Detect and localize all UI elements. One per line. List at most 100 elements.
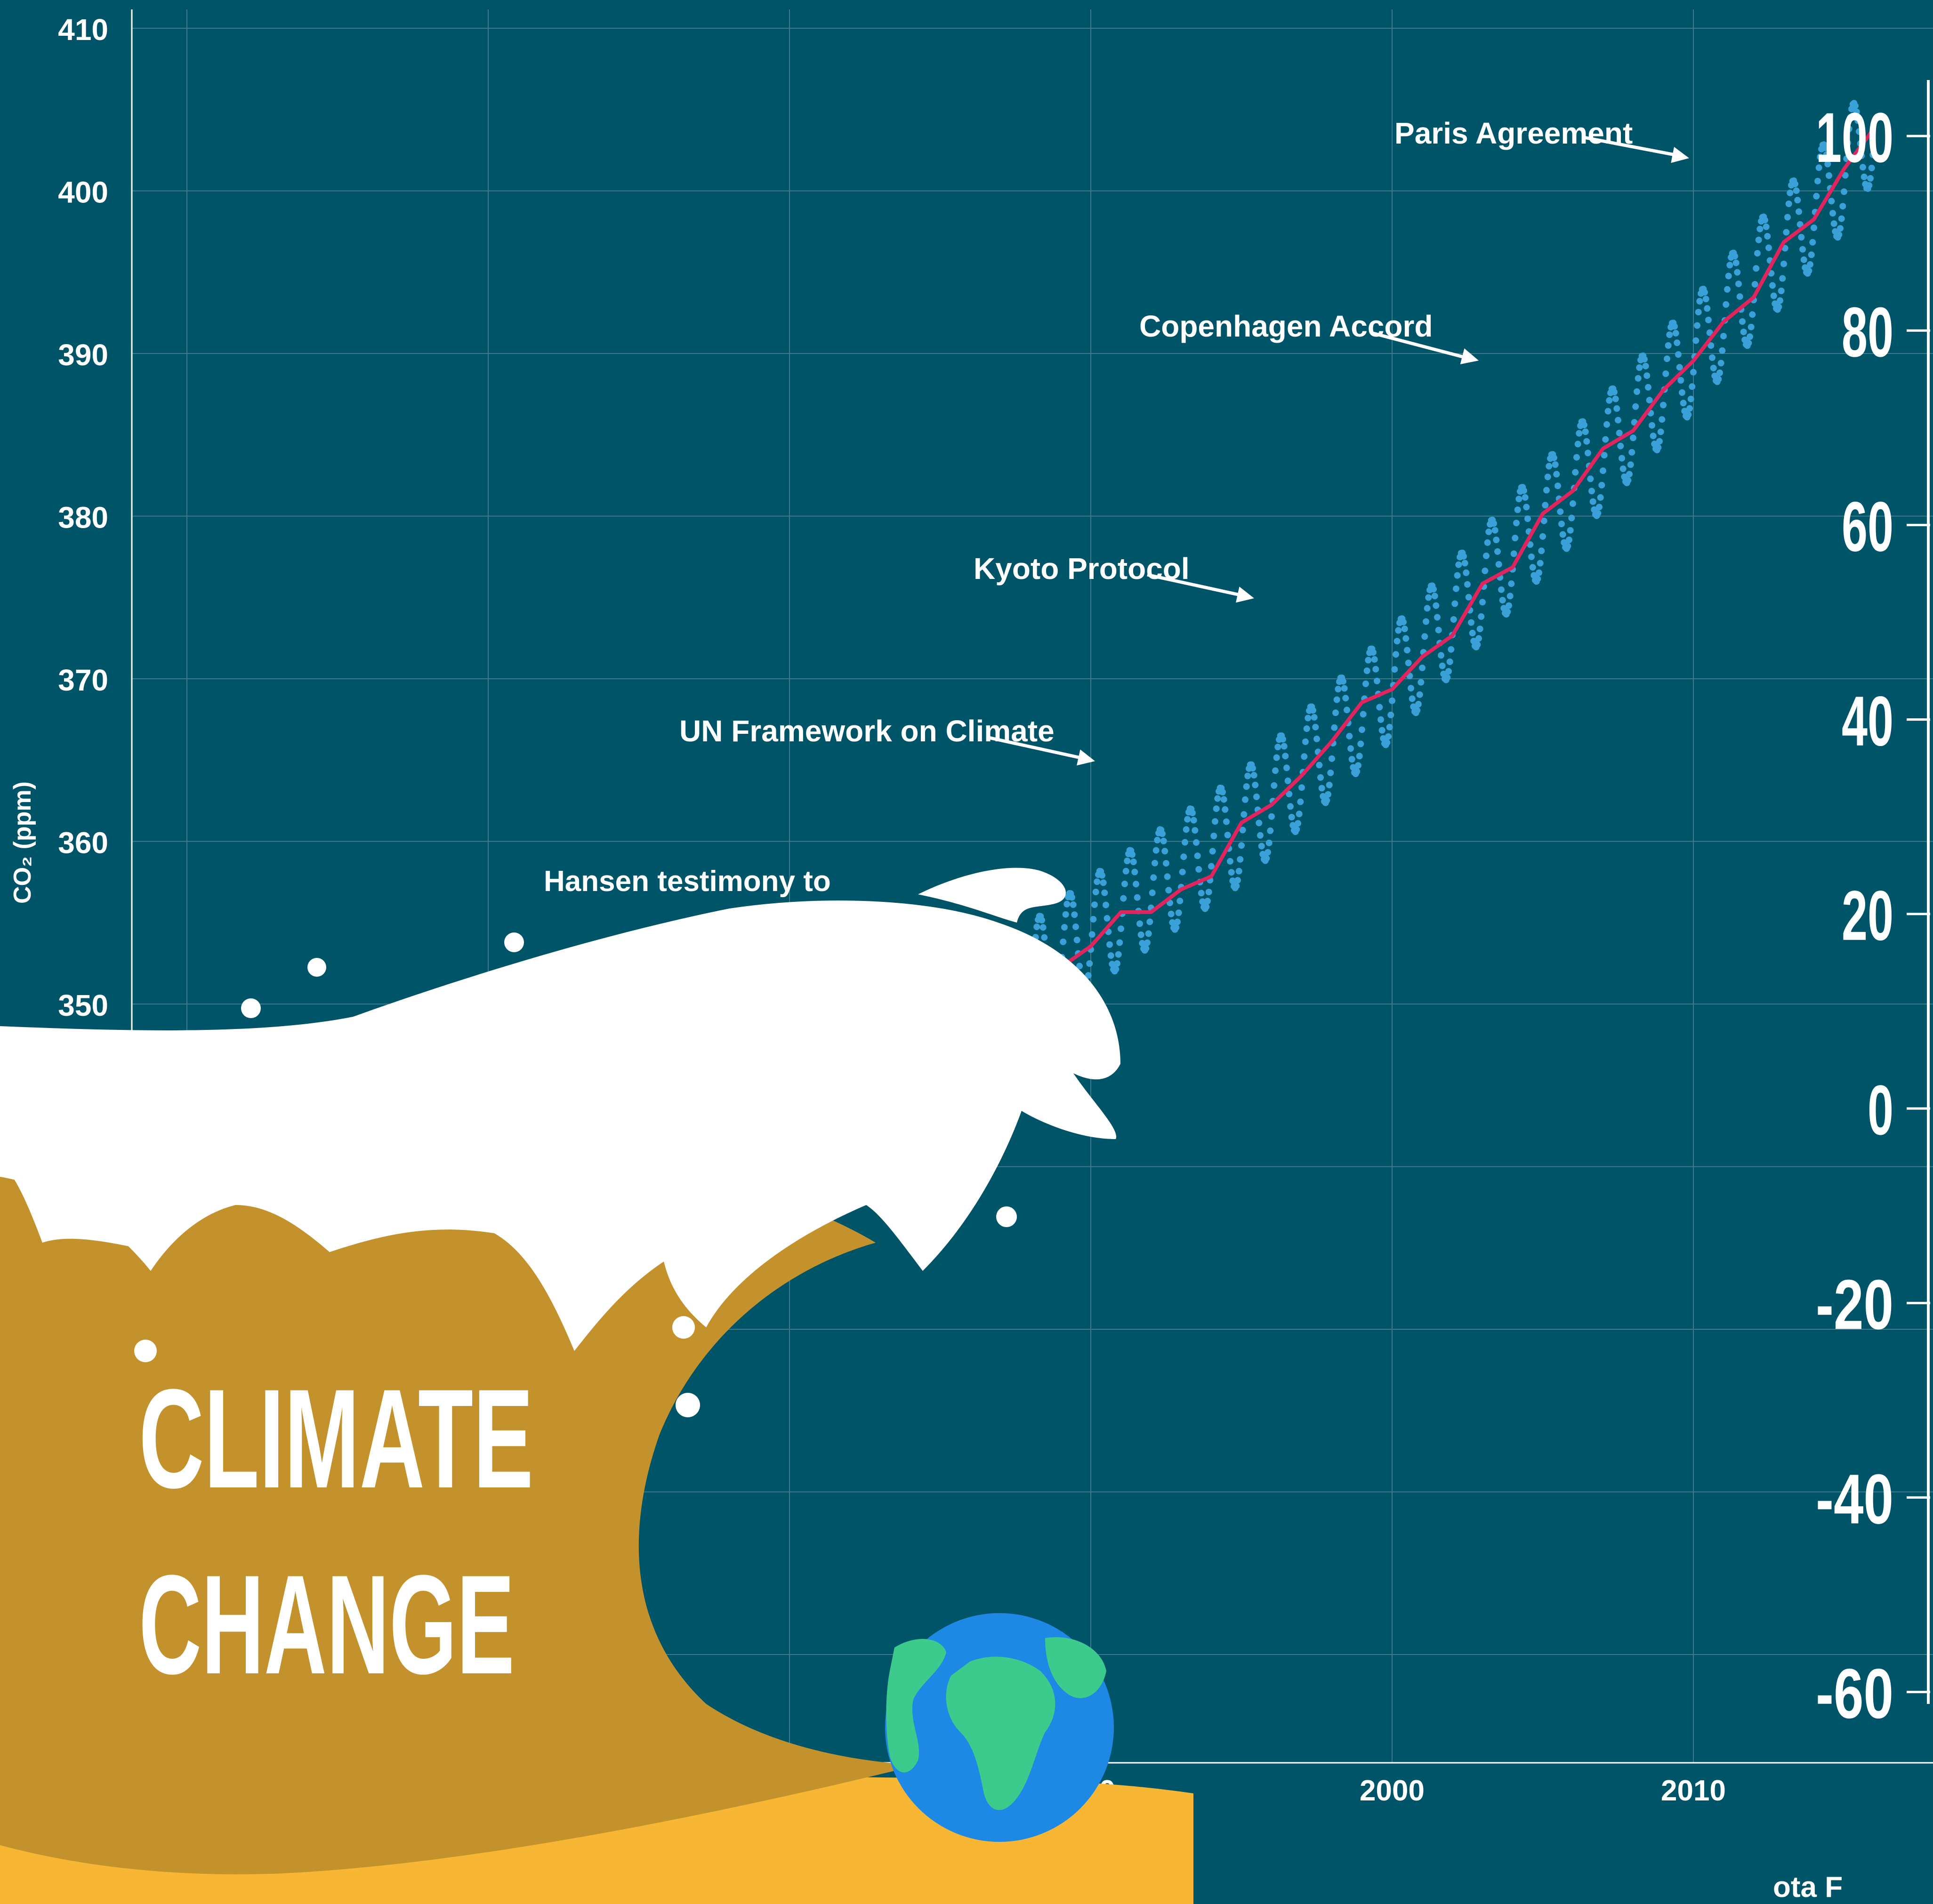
monthly-point [1701, 289, 1708, 296]
monthly-point [1522, 494, 1529, 501]
monthly-point [1656, 438, 1663, 445]
monthly-point [1536, 569, 1542, 576]
monthly-point [1732, 259, 1740, 266]
monthly-point [1655, 444, 1662, 451]
trend-co2-line [1059, 127, 1876, 969]
monthly-point [1815, 164, 1822, 171]
monthly-point [1783, 229, 1790, 236]
monthly-point [1033, 924, 1040, 931]
monthly-point [1288, 814, 1295, 820]
monthly-point [1837, 225, 1844, 232]
monthly-point [1203, 903, 1210, 910]
monthly-point [1175, 909, 1182, 916]
right-y-tick-label: 60 [1842, 487, 1893, 566]
monthly-point [1559, 531, 1566, 538]
monthly-point [1603, 421, 1610, 428]
monthly-point [1061, 924, 1068, 931]
monthly-point [1572, 469, 1579, 476]
monthly-point [1312, 723, 1319, 731]
monthly-point [1723, 301, 1730, 308]
right-y-tick-label: 80 [1842, 292, 1893, 371]
monthly-point [1676, 364, 1683, 371]
monthly-point [1735, 281, 1742, 288]
monthly-point [1582, 428, 1589, 435]
monthly-point [1424, 605, 1431, 612]
monthly-point [1513, 520, 1520, 527]
poster-title-line2: CHANGE [139, 1545, 515, 1703]
monthly-point [1600, 467, 1606, 474]
monthly-point [1707, 342, 1715, 349]
monthly-point [1234, 877, 1241, 884]
monthly-point [1130, 859, 1137, 865]
y-tick-label: 350 [58, 988, 108, 1022]
monthly-point [1787, 189, 1794, 196]
monthly-point [1451, 600, 1458, 607]
monthly-point [1272, 767, 1279, 774]
right-y-tick-label: 40 [1842, 682, 1893, 761]
monthly-point [1326, 781, 1333, 788]
monthly-point [1689, 383, 1696, 390]
monthly-point [1446, 658, 1453, 665]
monthly-point [1190, 817, 1197, 824]
monthly-point [1310, 707, 1316, 714]
monthly-point [1353, 768, 1361, 775]
monthly-point [1674, 339, 1681, 346]
monthly-point [1839, 203, 1846, 210]
monthly-point [1672, 329, 1679, 337]
monthly-point [1617, 442, 1624, 450]
monthly-point [1252, 781, 1259, 788]
monthly-point [1376, 704, 1383, 711]
monthly-point [1363, 667, 1370, 674]
monthly-point [1296, 811, 1303, 818]
monthly-point [1389, 697, 1395, 704]
monthly-point [1359, 726, 1365, 733]
foam-drop [504, 932, 524, 952]
monthly-point [1076, 963, 1083, 970]
monthly-point [1152, 860, 1158, 867]
monthly-point [1814, 177, 1821, 185]
monthly-point [1573, 454, 1580, 461]
monthly-point [1062, 911, 1069, 918]
monthly-point [1198, 890, 1205, 897]
monthly-point [1483, 552, 1490, 559]
monthly-point [1107, 952, 1114, 959]
monthly-point [1508, 580, 1515, 587]
monthly-point [1233, 883, 1240, 890]
monthly-point [1454, 572, 1461, 579]
monthly-point [1588, 488, 1595, 495]
foam-drop [996, 1206, 1017, 1227]
monthly-point [1824, 161, 1831, 168]
monthly-point [1853, 108, 1860, 115]
monthly-point [1393, 651, 1399, 658]
annotation-arrowhead [1671, 146, 1689, 163]
monthly-point [1180, 853, 1187, 860]
monthly-point [1164, 873, 1171, 880]
monthly-point [1133, 881, 1139, 888]
monthly-point [1539, 533, 1546, 540]
monthly-point [1099, 872, 1105, 879]
monthly-point [1418, 679, 1425, 686]
monthly-point [1356, 753, 1363, 760]
monthly-point [1479, 599, 1486, 606]
monthly-point [1124, 858, 1131, 864]
monthly-point [1736, 293, 1743, 300]
monthly-point [1347, 745, 1354, 752]
monthly-point [1725, 273, 1732, 280]
monthly-point [1615, 417, 1621, 424]
monthly-point [1756, 225, 1764, 233]
monthly-point [1662, 370, 1669, 377]
monthly-point [1344, 707, 1350, 714]
monthly-point [1146, 918, 1153, 925]
monthly-point [1807, 261, 1813, 268]
monthly-point [1595, 510, 1602, 517]
foam-drop [307, 958, 326, 977]
monthly-point [1433, 602, 1440, 609]
monthly-point [1295, 820, 1301, 827]
monthly-point [1830, 220, 1837, 227]
monthly-point [1072, 923, 1079, 930]
monthly-point [1868, 164, 1875, 171]
monthly-point [1602, 436, 1609, 443]
monthly-point [1506, 593, 1514, 600]
monthly-point [1374, 677, 1380, 684]
monthly-point [1340, 678, 1346, 685]
